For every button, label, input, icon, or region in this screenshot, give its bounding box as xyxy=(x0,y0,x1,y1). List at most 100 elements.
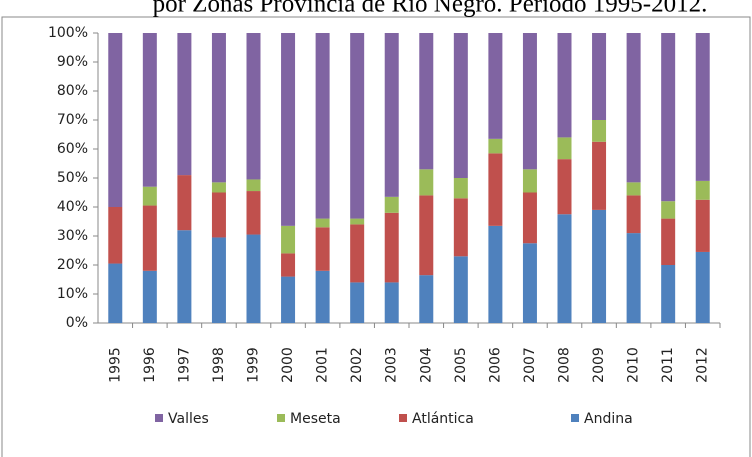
bar-segment xyxy=(419,169,434,196)
y-tick-label: 20% xyxy=(57,257,88,273)
bar-segment xyxy=(661,218,676,265)
legend-label: Meseta xyxy=(290,411,341,427)
bar-segment xyxy=(246,191,261,235)
x-tick-label: 2002 xyxy=(349,347,365,383)
bar-segment xyxy=(419,33,434,170)
x-tick-label: 2006 xyxy=(487,347,503,383)
bar-segment xyxy=(281,33,296,226)
bar-segment xyxy=(246,179,261,192)
bar-segment xyxy=(142,33,157,187)
bar-segment xyxy=(488,225,503,323)
chart-title: por Zonas Provincia de Río Negro. Períod… xyxy=(153,0,708,18)
bar-segment xyxy=(384,196,399,213)
bar-segment xyxy=(557,137,572,160)
x-tick-label: 2010 xyxy=(626,347,642,383)
bar-segment xyxy=(592,141,607,210)
x-tick-label: 1996 xyxy=(142,347,158,383)
y-tick-label: 100% xyxy=(48,25,88,41)
bar-segment xyxy=(453,178,468,199)
x-tick-label: 2004 xyxy=(418,347,434,383)
x-tick-label: 2008 xyxy=(557,347,573,383)
x-tick-label: 2007 xyxy=(522,347,538,383)
y-tick-label: 10% xyxy=(57,286,88,302)
bar-segment xyxy=(211,237,226,323)
bar-segment xyxy=(281,225,296,254)
bar-segment xyxy=(315,218,330,228)
bar-segment xyxy=(350,224,365,283)
bar-segment xyxy=(211,182,226,193)
bar-segment xyxy=(211,192,226,238)
bar-segment xyxy=(661,33,676,202)
x-tick-label: 2009 xyxy=(591,347,607,383)
bar-segment xyxy=(592,33,607,120)
bar-segment xyxy=(488,153,503,226)
x-tick-label: 1995 xyxy=(107,347,123,383)
bar-segment xyxy=(557,33,572,138)
x-tick-label: 1997 xyxy=(176,347,192,383)
chart-frame xyxy=(1,16,751,457)
legend-swatch xyxy=(399,414,407,422)
y-tick-label: 70% xyxy=(57,112,88,128)
bar-segment xyxy=(453,198,468,257)
bar-segment xyxy=(246,33,261,180)
bar-segment xyxy=(315,33,330,219)
bar-segment xyxy=(384,282,399,323)
bar-segment xyxy=(384,33,399,197)
bar-segment xyxy=(522,33,537,170)
legend-label: Valles xyxy=(168,411,209,427)
bar-segment xyxy=(350,33,365,219)
x-tick-label: 1999 xyxy=(246,347,262,383)
bar-segment xyxy=(108,207,123,264)
y-tick-label: 90% xyxy=(57,54,88,70)
bar-segment xyxy=(142,270,157,323)
legend-swatch xyxy=(155,414,163,422)
bar-segment xyxy=(177,175,192,231)
bar-segment xyxy=(522,192,537,244)
bar-segment xyxy=(626,233,641,323)
bar-segment xyxy=(108,33,123,207)
bar-segment xyxy=(211,33,226,183)
bar-segment xyxy=(142,205,157,271)
y-tick-label: 50% xyxy=(57,170,88,186)
bar-segment xyxy=(281,276,296,323)
bar-segment xyxy=(626,182,641,196)
bar-segment xyxy=(488,33,503,139)
bar-segment xyxy=(315,270,330,323)
legend-swatch xyxy=(277,414,285,422)
bar-segment xyxy=(661,265,676,323)
bar-segment xyxy=(419,275,434,323)
bar-segment xyxy=(626,195,641,234)
y-tick-label: 80% xyxy=(57,83,88,99)
x-tick-label: 2001 xyxy=(315,347,331,383)
x-tick-label: 2012 xyxy=(695,347,711,383)
bar-segment xyxy=(695,180,710,200)
bar-segment xyxy=(108,263,123,323)
bar-segment xyxy=(419,195,434,276)
bar-segment xyxy=(177,230,192,323)
bar-segment xyxy=(522,169,537,193)
bar-segment xyxy=(177,33,192,176)
bar-segment xyxy=(626,33,641,183)
bar-segment xyxy=(592,120,607,142)
bar-segment xyxy=(695,199,710,252)
y-tick-label: 0% xyxy=(66,315,88,331)
bar-segment xyxy=(315,227,330,271)
bar-segment xyxy=(695,251,710,323)
bar-segment xyxy=(592,209,607,323)
bar-segment xyxy=(557,214,572,323)
x-tick-label: 2011 xyxy=(660,347,676,383)
bar-segment xyxy=(522,243,537,323)
bar-segment xyxy=(695,33,710,181)
bar-segment xyxy=(142,186,157,206)
bar-segment xyxy=(281,253,296,277)
bar-segment xyxy=(350,282,365,323)
bar-segment xyxy=(488,138,503,154)
bar-segment xyxy=(246,234,261,323)
x-tick-label: 2000 xyxy=(280,347,296,383)
bar-segment xyxy=(453,33,468,178)
y-tick-label: 40% xyxy=(57,199,88,215)
y-tick-label: 60% xyxy=(57,141,88,157)
bar-segment xyxy=(453,256,468,323)
legend-label: Andina xyxy=(584,411,633,427)
